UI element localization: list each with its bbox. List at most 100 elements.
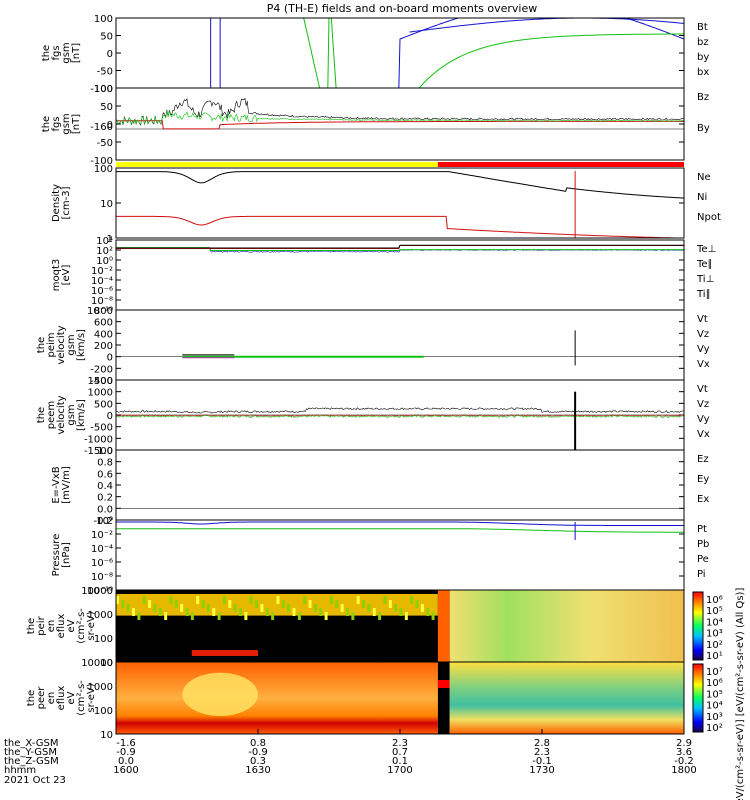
fgs-data bbox=[210, 18, 684, 88]
x-row-value: 2.9 bbox=[676, 738, 692, 749]
pressure-ylabel-line: [nPa] bbox=[61, 542, 72, 568]
peer_spec-colorbar bbox=[692, 663, 704, 733]
peimvel-tick-label: 0 bbox=[107, 353, 113, 364]
x-row-value: 2.3 bbox=[392, 738, 408, 749]
fgs-legend-2: by bbox=[697, 52, 709, 63]
x-row-value: 2.8 bbox=[534, 738, 550, 749]
peemvel-legend-1: Vz bbox=[697, 399, 709, 410]
spectrogram-region bbox=[116, 662, 438, 734]
x-row-value: -0.1 bbox=[532, 756, 552, 767]
peer_spec-tick-label: 10 bbox=[100, 730, 113, 741]
peimvel-tick-label: 400 bbox=[94, 329, 113, 340]
x-row-value: 1730 bbox=[529, 765, 554, 776]
peemvel-legend-2: Vy bbox=[697, 414, 710, 425]
peir_spec-ylabel: the peir en eflux eV (cm²-s-sr-eV) bbox=[26, 608, 97, 644]
peimvel-legend-3: Vx bbox=[697, 359, 710, 370]
panel-peemvel: the peem velocity gsm [km/s]150010005000-500… bbox=[36, 376, 710, 457]
spectrogram-cell bbox=[121, 600, 125, 608]
fgs2-legend-1: By bbox=[697, 123, 710, 134]
pressure-legend-2: Pe bbox=[697, 554, 709, 565]
fgs2-tick-label: -100 bbox=[90, 156, 113, 167]
temp-tick-label: 10⁻⁶ bbox=[91, 286, 113, 297]
colorbar-label: [eV/(cm²-s-sr-eV)] [eV/(cm²-s-sr-eV) (Al… bbox=[735, 588, 746, 800]
temp-data bbox=[116, 244, 684, 253]
spectrogram-cell bbox=[351, 612, 355, 620]
fgs2-ylabel-line: [nT] bbox=[71, 114, 82, 134]
peer_spec-ylabel-line: eflux bbox=[56, 686, 67, 711]
peir_spec-data bbox=[116, 590, 684, 662]
series-bt bbox=[409, 18, 684, 33]
x-row-value: 1700 bbox=[387, 765, 412, 776]
peer_spec-ylabel-line: the bbox=[26, 690, 37, 706]
spectrogram-cell bbox=[297, 612, 301, 620]
fgs2-ylabel-line: gsm bbox=[61, 113, 72, 134]
spectrogram-cell bbox=[372, 608, 376, 616]
fgs2-tick-label: 50 bbox=[100, 102, 113, 113]
peer_spec-colorbar-tick: 10³ bbox=[706, 712, 723, 723]
spectrogram-cell bbox=[180, 604, 184, 612]
peimvel-ylabel-line: peim bbox=[46, 332, 57, 357]
temp-tick-label: 10⁻² bbox=[91, 266, 113, 277]
panel-efield: E=-VxB [mV/m] 1.00.80.60.40.20.0-0.2 Ez Ey Ex bbox=[51, 446, 709, 527]
temp-tick-label: 10⁰ bbox=[96, 256, 113, 267]
x-row-name: hhmm bbox=[4, 765, 36, 776]
spectrogram-cell bbox=[191, 650, 258, 656]
spectrogram-cell bbox=[399, 608, 403, 616]
peer_spec-data bbox=[116, 662, 684, 734]
spectrogram-cell bbox=[356, 596, 360, 604]
density-ylabel-line: Density bbox=[51, 184, 62, 222]
efield-tick-label: -0.2 bbox=[93, 516, 113, 527]
series-Ni bbox=[116, 171, 684, 199]
efield-legend-2: Ex bbox=[697, 494, 709, 505]
density-frame bbox=[115, 167, 685, 239]
spectrogram-region bbox=[449, 590, 684, 662]
peer_spec-colorbar-tick: 10⁶ bbox=[706, 678, 723, 689]
spectrogram-cell bbox=[308, 600, 312, 608]
spectrogram-cell bbox=[137, 612, 141, 620]
fgs2-ylabel-line: the bbox=[41, 116, 52, 132]
efield-ylabel-line: E=-VxB bbox=[51, 466, 62, 503]
series-Vz bbox=[116, 414, 684, 417]
spectrogram-cell bbox=[148, 600, 152, 608]
pressure-legend-1: Pb bbox=[697, 539, 709, 550]
temp-tick-label: 10⁻⁸ bbox=[91, 296, 113, 307]
density-data bbox=[116, 171, 684, 238]
peimvel-ylabel-line: [km/s] bbox=[76, 329, 87, 361]
fgs2-ylabel-line: fgs bbox=[51, 116, 62, 131]
x-row-value: 1630 bbox=[245, 765, 270, 776]
spectrogram-blob bbox=[182, 672, 258, 717]
peemvel-ylabel: the peem velocity gsm [km/s] bbox=[36, 395, 87, 434]
fgs-ylabel-line: gsm bbox=[61, 42, 72, 63]
series-Te-para bbox=[116, 244, 684, 249]
series-Bz bbox=[116, 97, 684, 126]
peemvel-ylabel-line: velocity bbox=[56, 395, 67, 434]
spectrogram-cell bbox=[281, 600, 285, 608]
peemvel-tick-label: 1500 bbox=[88, 376, 113, 387]
peimvel-legend-2: Vy bbox=[697, 344, 710, 355]
spectrogram-cell bbox=[217, 612, 221, 620]
temp-tick-label: 10⁻⁴ bbox=[91, 276, 113, 287]
spectrogram-cell bbox=[292, 608, 296, 616]
spectrogram-cell bbox=[335, 600, 339, 608]
peir_spec-tick-label: 1000 bbox=[88, 610, 113, 621]
efield-ylabel: E=-VxB [mV/m] bbox=[51, 466, 72, 504]
peer_spec-ylabel: the peer en eflux eV (cm²-s-sr-eV) bbox=[26, 680, 97, 716]
panel-peir_spec: the peir en eflux eV (cm²-s-sr-eV) 10000 1000 10… bbox=[26, 586, 723, 669]
status-bar-yellow bbox=[116, 162, 438, 167]
spectrogram-cell bbox=[126, 604, 130, 612]
spectrogram-cell bbox=[185, 608, 189, 616]
series-Ti-para bbox=[116, 247, 684, 251]
peemvel-ylabel-line: peem bbox=[46, 401, 57, 429]
peemvel-ylabel-line: [km/s] bbox=[76, 399, 87, 431]
fgs2-tick-label: -50 bbox=[97, 138, 113, 149]
peemvel-tick-label: 0 bbox=[107, 411, 113, 422]
temp-ylabel-line: moqt3 bbox=[51, 259, 62, 292]
spectrogram-cell bbox=[437, 680, 450, 688]
efield-legend-1: Ey bbox=[697, 474, 709, 485]
fgs2-frame bbox=[115, 87, 685, 161]
peer_spec-ylabel-line: eV bbox=[66, 691, 77, 704]
peemvel-ylabel-line: the bbox=[36, 407, 47, 423]
pressure-tick-label: 10⁻² bbox=[91, 530, 113, 541]
